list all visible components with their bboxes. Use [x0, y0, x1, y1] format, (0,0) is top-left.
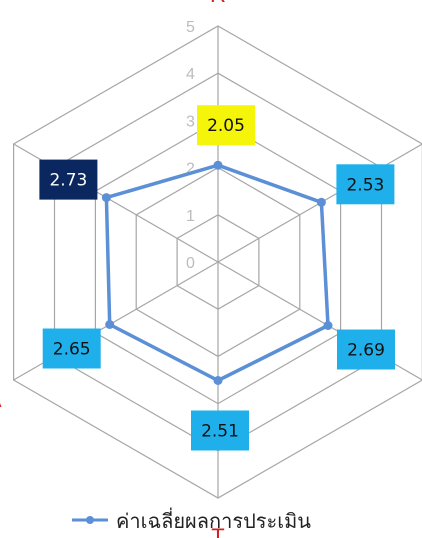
data-point	[323, 321, 333, 330]
data-point	[316, 197, 326, 207]
data-point	[105, 320, 115, 329]
axis-label: I	[0, 125, 2, 150]
value-label: 2.51	[201, 422, 239, 442]
value-label-box	[42, 328, 101, 369]
legend: ค่าเฉลี่ยผลการประเมิน	[72, 507, 311, 533]
value-label-box	[336, 164, 395, 205]
value-label: 2.05	[207, 116, 245, 136]
data-point	[213, 160, 223, 170]
tick-label: 3	[186, 113, 195, 130]
data-point	[213, 376, 223, 385]
value-label: 2.73	[49, 171, 87, 191]
tick-label: 4	[186, 66, 195, 83]
axis-label: T	[211, 524, 224, 538]
tick-label: 2	[186, 161, 195, 178]
tick-label: 5	[186, 19, 195, 36]
radar-series	[101, 160, 333, 385]
radar-value-labels: 2.05 2.53 2.69 2.51 2.65 2.73	[39, 105, 395, 451]
axis-label: A	[0, 387, 2, 412]
data-point	[101, 193, 111, 203]
value-label: 2.65	[53, 340, 91, 360]
legend-label: ค่าเฉลี่ยผลการประเมิน	[116, 507, 311, 533]
value-label-box	[337, 329, 395, 370]
series-line	[104, 163, 330, 383]
tick-label: 0	[186, 255, 195, 272]
legend-marker	[86, 516, 94, 524]
value-label: 2.69	[347, 341, 385, 361]
value-label-box	[197, 105, 255, 146]
value-label: 2.53	[346, 175, 384, 195]
radar-tick-labels: 0 1 2 3 4 5	[186, 19, 195, 272]
axis-label: R	[210, 0, 226, 7]
tick-label: 1	[186, 208, 195, 225]
value-label-box	[39, 159, 98, 200]
value-label-box	[191, 410, 249, 451]
